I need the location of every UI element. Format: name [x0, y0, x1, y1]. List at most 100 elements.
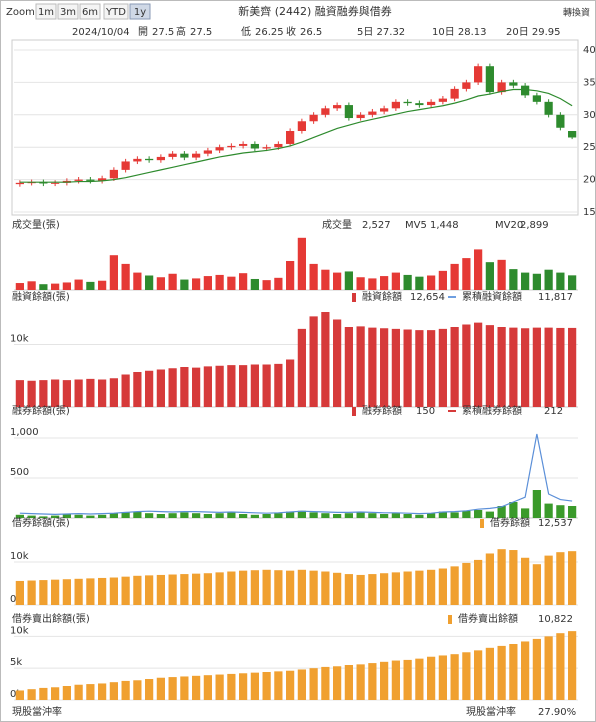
candle-body	[403, 101, 412, 104]
bar	[344, 327, 353, 407]
bar	[438, 328, 447, 407]
legend-name: MV20	[495, 220, 523, 231]
zoom-button-label[interactable]: 3m	[60, 7, 76, 18]
bar	[239, 365, 248, 407]
zoom-button-label[interactable]: YTD	[105, 7, 126, 18]
legend-marker	[480, 519, 484, 528]
bar	[438, 270, 447, 290]
bar	[274, 513, 283, 518]
bar	[415, 658, 424, 700]
candle-body	[474, 66, 483, 83]
candle-body	[544, 101, 553, 115]
bar	[309, 263, 318, 290]
bar	[215, 572, 224, 605]
y-tick-label: 10k	[10, 334, 29, 345]
bar	[51, 379, 60, 407]
zoom-button[interactable]	[79, 3, 101, 20]
candle-body	[15, 182, 24, 185]
bar	[109, 378, 118, 407]
quote-label: 開	[138, 26, 148, 38]
bar	[474, 249, 483, 290]
bar	[462, 258, 471, 290]
zoom-button[interactable]	[35, 3, 57, 20]
bar	[415, 330, 424, 407]
bar	[438, 655, 447, 700]
bar	[368, 663, 377, 700]
candle-body	[509, 82, 518, 86]
bar	[74, 379, 83, 407]
bar	[39, 284, 48, 290]
bar	[309, 668, 318, 700]
bar	[286, 261, 295, 290]
quote-value: 26.25	[255, 27, 284, 38]
bar	[62, 686, 71, 700]
bar	[250, 672, 259, 700]
bar	[509, 502, 518, 518]
zoom-button-label[interactable]: 6m	[82, 7, 98, 18]
link[interactable]: 轉換資	[563, 7, 590, 19]
bar	[403, 514, 412, 518]
bar	[368, 327, 377, 407]
y-tick-label: 35	[583, 77, 596, 88]
y-tick-label: 10k	[10, 551, 29, 562]
bar	[274, 363, 283, 407]
legend-marker	[352, 293, 356, 302]
bar	[297, 510, 306, 518]
legend-name: 累積融券餘額	[462, 404, 522, 417]
bar	[262, 280, 271, 290]
bar	[532, 564, 541, 605]
panel-title: 融券餘額(張)	[12, 404, 70, 417]
bar	[145, 513, 154, 518]
y-tick-label: 15	[583, 207, 596, 218]
candle-body	[227, 145, 236, 148]
bar	[192, 278, 201, 290]
legend-value: 212	[544, 406, 563, 417]
bar	[450, 263, 459, 290]
bar	[203, 573, 212, 605]
zoom-button-label[interactable]: 1y	[134, 7, 146, 18]
ma-label: 5日 27.32	[357, 27, 405, 38]
zoom-button-label[interactable]: 1m	[38, 7, 54, 18]
bar	[497, 327, 506, 407]
bar	[556, 505, 565, 518]
bar	[474, 650, 483, 700]
zoom-button[interactable]	[103, 3, 129, 20]
bar	[485, 553, 494, 605]
bar	[521, 328, 530, 407]
bar	[427, 330, 436, 407]
candle-body	[86, 179, 95, 181]
bar	[203, 276, 212, 290]
quote-label: 收	[286, 25, 296, 38]
candle-body	[145, 158, 154, 161]
candle-body	[180, 153, 189, 158]
panel-title: 成交量(張)	[12, 218, 60, 231]
bar	[262, 672, 271, 700]
bar	[521, 557, 530, 605]
candle-body	[297, 121, 306, 131]
bar	[203, 366, 212, 407]
panel-title: 現股當沖率	[12, 705, 62, 718]
bar	[568, 551, 577, 605]
bar	[509, 644, 518, 700]
bar	[180, 574, 189, 605]
bar	[145, 575, 154, 605]
bar	[380, 661, 389, 700]
bar	[250, 514, 259, 518]
zoom-button[interactable]	[57, 3, 79, 20]
bar	[356, 664, 365, 700]
bar	[368, 574, 377, 605]
candle-body	[39, 182, 48, 184]
bar	[250, 278, 259, 290]
candle-body	[133, 158, 142, 162]
bar	[133, 272, 142, 290]
bar	[333, 572, 342, 605]
bar	[74, 279, 83, 290]
bar	[109, 682, 118, 700]
legend-name: 成交量	[322, 218, 352, 231]
zoom-button[interactable]	[129, 3, 151, 20]
candle-body	[532, 95, 541, 102]
quote-value: 27.5	[190, 27, 212, 38]
candle-body	[427, 101, 436, 106]
bar	[532, 638, 541, 700]
quote-value: 27.5	[152, 27, 174, 38]
